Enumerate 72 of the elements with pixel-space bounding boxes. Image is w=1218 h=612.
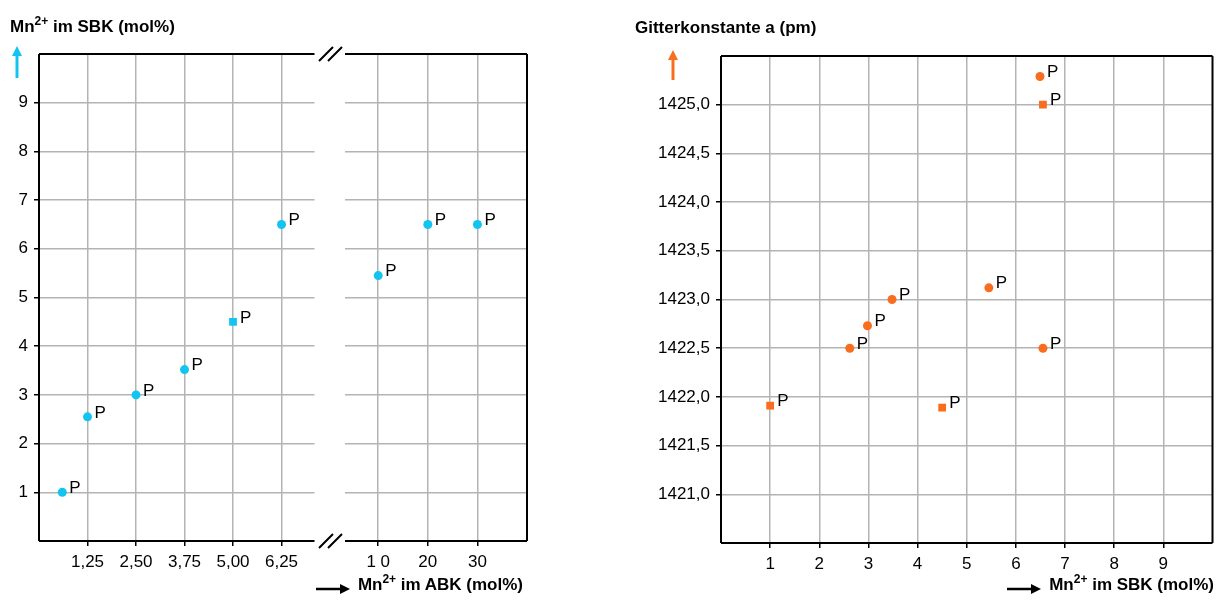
y-tick-label: 7 [18,189,28,209]
annotation: P [1049,90,1062,110]
x-tick-label: 6,25 [264,551,299,571]
y-tick-label: 1425,0 [658,94,710,114]
point [277,219,287,229]
x-tick-label: 20 [418,551,438,571]
annotation: P [484,210,496,230]
y-tick-label: 1422,5 [658,337,710,357]
point [229,317,237,326]
y-axis-title: Gitterkonstante a (pm) [635,18,817,38]
x-tick-label: 4 [912,553,923,573]
x-tick-label: 5 [962,553,972,573]
y-tick-label: 1424,5 [658,143,710,163]
annotation: P [1049,333,1062,353]
y-tick-label: 8 [18,141,28,161]
annotation: P [385,261,397,281]
x-tick-label: 6 [1011,553,1021,573]
x-tick-label: 9 [1158,553,1169,573]
y-tick-label: 6 [18,238,28,258]
y-tick-label: 1424,0 [658,191,710,211]
annotation: P [995,273,1008,293]
point [862,321,872,331]
annotation: P [856,333,869,353]
x-tick-label: 1,25 [70,551,105,571]
x-tick-label: 8 [1109,553,1119,573]
annotation: P [777,391,789,411]
y-tick-label: 3 [18,384,28,404]
point [984,283,994,293]
annotation: P [1046,62,1059,82]
y-axis-title: Mn$^{2+}$ im SBK (mol%) [10,14,175,37]
y-tick-label: 2 [18,433,28,453]
x-tick-label: 2 [814,553,825,573]
x-tick-label: 30 [467,551,487,571]
annotation: P [434,210,447,230]
point [180,365,190,375]
point [1039,100,1047,109]
y-tick-label: 9 [18,92,28,112]
x-tick-label: 5,00 [216,551,250,571]
point [845,343,855,353]
annotation: P [94,402,106,422]
x-tick-label: 2,50 [119,551,153,571]
annotation: P [949,393,961,413]
annotation: P [240,307,252,327]
x-axis-title: Mn$^{2+}$ im ABK (mol%) [357,572,523,595]
point [1038,343,1048,353]
annotation: P [69,477,81,497]
y-tick-label: 4 [18,335,28,355]
point [131,390,141,400]
y-tick-label: 5 [18,287,28,307]
point [887,295,897,304]
y-tick-label: 1423,0 [658,289,710,309]
point [57,487,67,497]
x-tick-label: 7 [1060,553,1070,573]
annotation: P [191,355,203,375]
point [938,403,947,412]
annotation: P [288,210,300,230]
x-tick-label: 1 0 [366,551,391,571]
y-tick-label: 1 [18,481,28,501]
y-tick-label: 1422,0 [658,386,710,406]
y-tick-label: 1421,0 [658,483,710,503]
y-tick-label: 1421,5 [658,435,710,455]
x-tick-label: 3 [863,553,874,573]
annotation: P [874,311,886,331]
point [83,412,92,422]
annotation: P [899,285,911,305]
x-tick-label: 3,75 [167,551,202,571]
point [1035,71,1045,81]
annotation: P [143,380,155,400]
point [766,401,775,410]
y-tick-label: 1423,5 [658,240,710,260]
x-tick-label: 1 [765,553,775,573]
x-axis-title: Mn$^{2+}$ im SBK (mol%) [1049,572,1214,595]
